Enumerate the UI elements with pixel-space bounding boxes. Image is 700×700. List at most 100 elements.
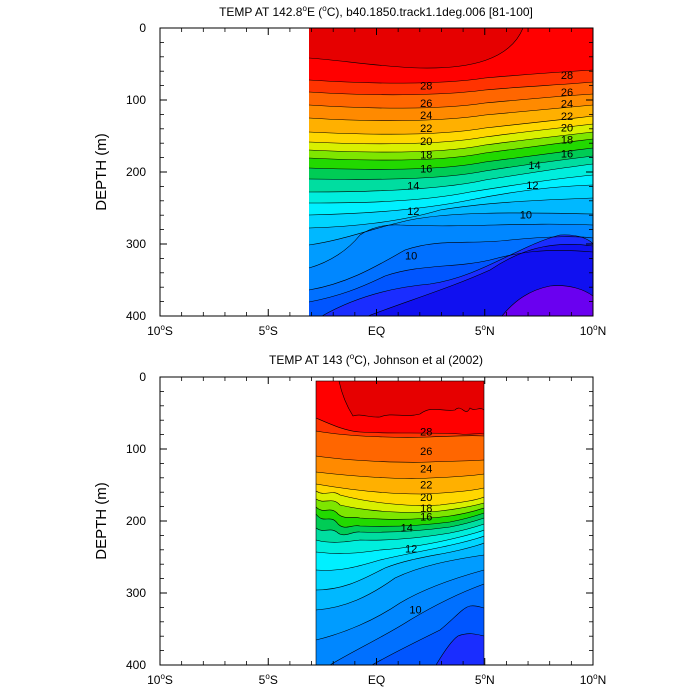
contour-label: 20	[420, 492, 432, 504]
contour-line	[315, 483, 485, 495]
contour-label: 18	[561, 135, 573, 147]
contour-line	[308, 123, 593, 145]
x-tick-label: 10oN	[580, 323, 606, 338]
contour-band-warm-pool	[309, 28, 523, 69]
contour-line	[315, 529, 485, 554]
contour-line	[315, 471, 485, 479]
contour-line	[308, 131, 593, 153]
contour-line	[315, 554, 485, 611]
contour-band-6-7	[436, 633, 484, 665]
contour-line	[315, 498, 485, 513]
contour-line	[315, 569, 485, 641]
contour-line	[315, 523, 485, 543]
bottom-panel: TEMP AT 143 (oC), Johnson et al (2002)	[93, 352, 606, 687]
contour-line	[315, 417, 485, 435]
contour-label: 24	[420, 110, 432, 122]
contour-line	[308, 81, 593, 96]
contour-line	[308, 250, 593, 303]
contour-line	[308, 155, 593, 180]
contour-line	[315, 455, 485, 463]
contour-label: 12	[405, 543, 417, 555]
contour-line	[435, 633, 485, 665]
contour-line	[315, 430, 485, 438]
contour-label: 10	[520, 209, 532, 221]
y-tick-label: 0	[139, 21, 146, 35]
top-panel: TEMP AT 142.8oE (oC), b40.1850.track1.1d…	[93, 4, 606, 338]
contour-label: 28	[420, 427, 432, 439]
contour-label: 14	[407, 181, 419, 193]
y-tick-label: 200	[126, 165, 146, 179]
contour-line	[338, 380, 485, 418]
contour-label: 22	[561, 111, 573, 123]
contour-label: 16	[561, 148, 573, 160]
x-tick-label: 10oN	[580, 672, 606, 687]
contour-lines	[308, 28, 593, 316]
contour-label: 10	[405, 251, 417, 263]
contour-label: 24	[561, 99, 573, 111]
contour-label: 26	[561, 87, 573, 99]
contour-label: 28	[561, 70, 573, 82]
contour-line	[308, 163, 593, 193]
contour-band-under-5	[502, 285, 593, 316]
contour-label: 20	[561, 122, 573, 134]
contour-line	[308, 223, 593, 269]
contour-label: 12	[407, 206, 419, 218]
contour-line	[308, 236, 593, 291]
contour-line	[308, 93, 593, 109]
contour-line	[315, 490, 485, 506]
contour-line	[308, 104, 593, 122]
contour-label: 28	[420, 81, 432, 93]
contour-label: 16	[420, 163, 432, 175]
contour-line	[308, 138, 593, 161]
x-tick-label: 10oS	[147, 323, 173, 338]
contour-line	[308, 147, 593, 170]
contour-line	[501, 285, 593, 316]
contour-label: 26	[420, 98, 432, 110]
contour-line	[315, 542, 485, 591]
contour-line	[371, 605, 485, 665]
y-axis-label: DEPTH (m)	[93, 133, 110, 211]
contour-label: 14	[528, 160, 540, 172]
contour-line	[367, 243, 593, 316]
contour-line	[315, 517, 485, 536]
y-tick-label: 300	[126, 237, 146, 251]
x-tick-label: EQ	[368, 324, 385, 338]
contour-line	[308, 197, 593, 229]
contour-line	[308, 28, 524, 69]
y-axis-label: DEPTH (m)	[93, 482, 110, 560]
y-tick-label: 300	[126, 586, 146, 600]
x-tick-label: 5oN	[475, 672, 495, 687]
y-tick-label: 400	[126, 658, 146, 672]
contour-line	[308, 174, 593, 204]
contour-line	[315, 512, 485, 528]
y-tick-label: 200	[126, 514, 146, 528]
contour-line	[315, 506, 485, 520]
contour-lines	[315, 380, 485, 665]
y-tick-label: 100	[126, 442, 146, 456]
chart-title: TEMP AT 142.8oE (oC), b40.1850.track1.1d…	[219, 4, 533, 19]
contour-line	[315, 535, 485, 571]
x-tick-label: 10oS	[147, 672, 173, 687]
contour-line	[329, 583, 485, 665]
x-tick-label: 5oS	[259, 672, 278, 687]
x-tick-label: 5oN	[475, 323, 495, 338]
contour-label: 18	[420, 503, 432, 515]
contour-label: 26	[420, 446, 432, 458]
contour-band-warm-pool	[339, 381, 484, 418]
y-tick-label: 400	[126, 309, 146, 323]
contour-line	[308, 69, 593, 84]
contour-label: 24	[420, 463, 432, 475]
contour-line	[308, 212, 593, 246]
contour-label: 10	[409, 605, 421, 617]
contour-label: 18	[420, 150, 432, 162]
filled-contours	[309, 28, 593, 316]
y-tick-label: 100	[126, 93, 146, 107]
contour-line	[308, 115, 593, 135]
x-tick-label: EQ	[368, 673, 385, 687]
contour-label: 16	[420, 512, 432, 524]
